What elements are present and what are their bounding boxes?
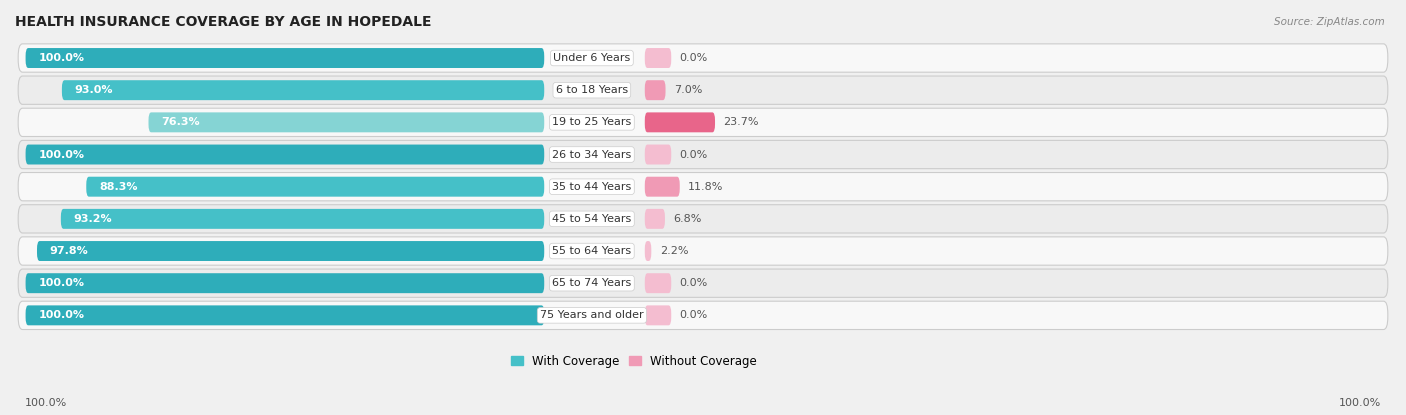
Text: 0.0%: 0.0% [679, 310, 709, 320]
FancyBboxPatch shape [25, 273, 544, 293]
FancyBboxPatch shape [645, 241, 651, 261]
FancyBboxPatch shape [645, 144, 671, 164]
Legend: With Coverage, Without Coverage: With Coverage, Without Coverage [506, 350, 762, 372]
Text: 0.0%: 0.0% [679, 53, 709, 63]
Text: 0.0%: 0.0% [679, 149, 709, 159]
Text: 100.0%: 100.0% [38, 310, 84, 320]
Text: 100.0%: 100.0% [25, 398, 67, 408]
Text: 65 to 74 Years: 65 to 74 Years [553, 278, 631, 288]
FancyBboxPatch shape [645, 305, 671, 325]
Text: 97.8%: 97.8% [49, 246, 89, 256]
FancyBboxPatch shape [37, 241, 544, 261]
FancyBboxPatch shape [25, 48, 544, 68]
Text: 6 to 18 Years: 6 to 18 Years [555, 85, 628, 95]
Text: Under 6 Years: Under 6 Years [553, 53, 630, 63]
Text: 26 to 34 Years: 26 to 34 Years [553, 149, 631, 159]
FancyBboxPatch shape [18, 173, 1388, 201]
Text: 100.0%: 100.0% [1339, 398, 1381, 408]
Text: 2.2%: 2.2% [659, 246, 689, 256]
FancyBboxPatch shape [645, 273, 671, 293]
Text: 88.3%: 88.3% [98, 182, 138, 192]
FancyBboxPatch shape [25, 305, 544, 325]
FancyBboxPatch shape [18, 108, 1388, 137]
FancyBboxPatch shape [18, 140, 1388, 168]
Text: 35 to 44 Years: 35 to 44 Years [553, 182, 631, 192]
Text: Source: ZipAtlas.com: Source: ZipAtlas.com [1274, 17, 1385, 27]
Text: 0.0%: 0.0% [679, 278, 709, 288]
FancyBboxPatch shape [18, 301, 1388, 330]
Text: 19 to 25 Years: 19 to 25 Years [553, 117, 631, 127]
Text: 100.0%: 100.0% [38, 278, 84, 288]
Text: HEALTH INSURANCE COVERAGE BY AGE IN HOPEDALE: HEALTH INSURANCE COVERAGE BY AGE IN HOPE… [15, 15, 432, 29]
Text: 75 Years and older: 75 Years and older [540, 310, 644, 320]
FancyBboxPatch shape [18, 269, 1388, 297]
FancyBboxPatch shape [60, 209, 544, 229]
Text: 23.7%: 23.7% [724, 117, 759, 127]
Text: 45 to 54 Years: 45 to 54 Years [553, 214, 631, 224]
FancyBboxPatch shape [18, 237, 1388, 265]
FancyBboxPatch shape [645, 177, 679, 197]
Text: 7.0%: 7.0% [673, 85, 703, 95]
Text: 6.8%: 6.8% [673, 214, 702, 224]
Text: 93.0%: 93.0% [75, 85, 112, 95]
Text: 11.8%: 11.8% [688, 182, 724, 192]
Text: 76.3%: 76.3% [162, 117, 200, 127]
FancyBboxPatch shape [18, 76, 1388, 104]
FancyBboxPatch shape [25, 144, 544, 164]
Text: 100.0%: 100.0% [38, 149, 84, 159]
FancyBboxPatch shape [18, 44, 1388, 72]
Text: 55 to 64 Years: 55 to 64 Years [553, 246, 631, 256]
FancyBboxPatch shape [645, 48, 671, 68]
Text: 100.0%: 100.0% [38, 53, 84, 63]
FancyBboxPatch shape [645, 209, 665, 229]
FancyBboxPatch shape [645, 112, 716, 132]
FancyBboxPatch shape [86, 177, 544, 197]
Text: 93.2%: 93.2% [73, 214, 112, 224]
FancyBboxPatch shape [149, 112, 544, 132]
FancyBboxPatch shape [645, 80, 665, 100]
FancyBboxPatch shape [62, 80, 544, 100]
FancyBboxPatch shape [18, 205, 1388, 233]
